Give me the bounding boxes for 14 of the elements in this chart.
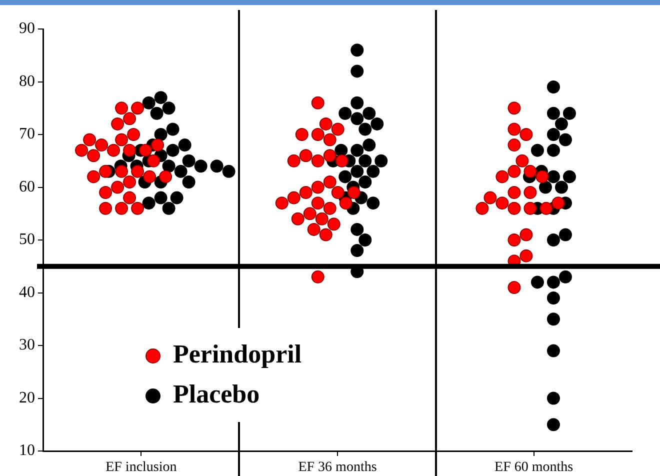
y-tick-label: 20 (19, 389, 35, 406)
x-tick-label: EF 36 months (298, 460, 377, 476)
y-tick-label: 50 (19, 231, 35, 248)
x-tick-label: EF inclusion (106, 460, 177, 476)
y-tick-label: 10 (19, 442, 35, 460)
y-tick-label: 40 (19, 284, 35, 301)
legend-label: Placebo (173, 380, 260, 409)
y-tick-label: 60 (19, 178, 35, 196)
y-tick-label: 30 (19, 336, 35, 354)
y-tick-label: 90 (19, 20, 35, 38)
legend-label: Perindopril (173, 340, 302, 369)
y-tick-label: 70 (19, 126, 35, 143)
x-tick-label: EF 60 months (494, 460, 574, 476)
y-tick-label: 80 (19, 72, 35, 90)
